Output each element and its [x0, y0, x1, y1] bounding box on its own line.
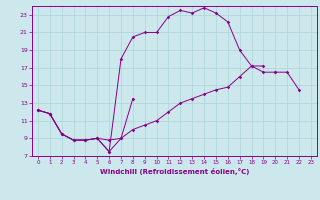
X-axis label: Windchill (Refroidissement éolien,°C): Windchill (Refroidissement éolien,°C)	[100, 168, 249, 175]
